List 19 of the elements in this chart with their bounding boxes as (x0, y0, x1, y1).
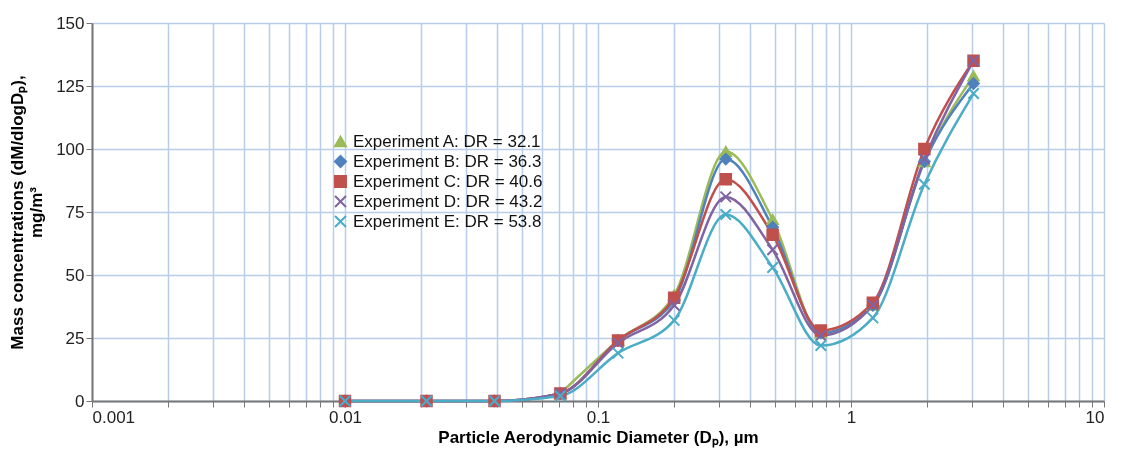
x-tick-label: 0.1 (586, 407, 611, 427)
y-axis-title: Mass concentrations (dM/dlogDₚ), mg/m³ (8, 75, 47, 350)
y-tick-label: 100 (56, 139, 85, 159)
legend-label: Experiment A: DR = 32.1 (353, 131, 541, 151)
x-tick-label: 0.001 (92, 407, 136, 427)
x-tick-label: 0.01 (328, 407, 363, 427)
legend-label: Experiment D: DR = 43.2 (353, 191, 543, 211)
y-tick-label: 25 (65, 328, 85, 348)
y-tick-label: 125 (56, 76, 85, 96)
y-tick-label: 0 (75, 391, 85, 411)
legend-label: Experiment E: DR = 53.8 (353, 211, 542, 231)
x-axis-title: Particle Aerodynamic Diameter (Dₚ), µm (438, 427, 759, 448)
y-tick-label: 75 (65, 202, 85, 222)
legend-label: Experiment B: DR = 36.3 (353, 151, 542, 171)
y-tick-label: 150 (56, 13, 85, 33)
y-tick-label: 50 (65, 265, 85, 285)
x-tick-label: 10 (1085, 407, 1105, 427)
x-tick-label: 1 (846, 407, 857, 427)
legend-label: Experiment C: DR = 40.6 (353, 171, 543, 191)
